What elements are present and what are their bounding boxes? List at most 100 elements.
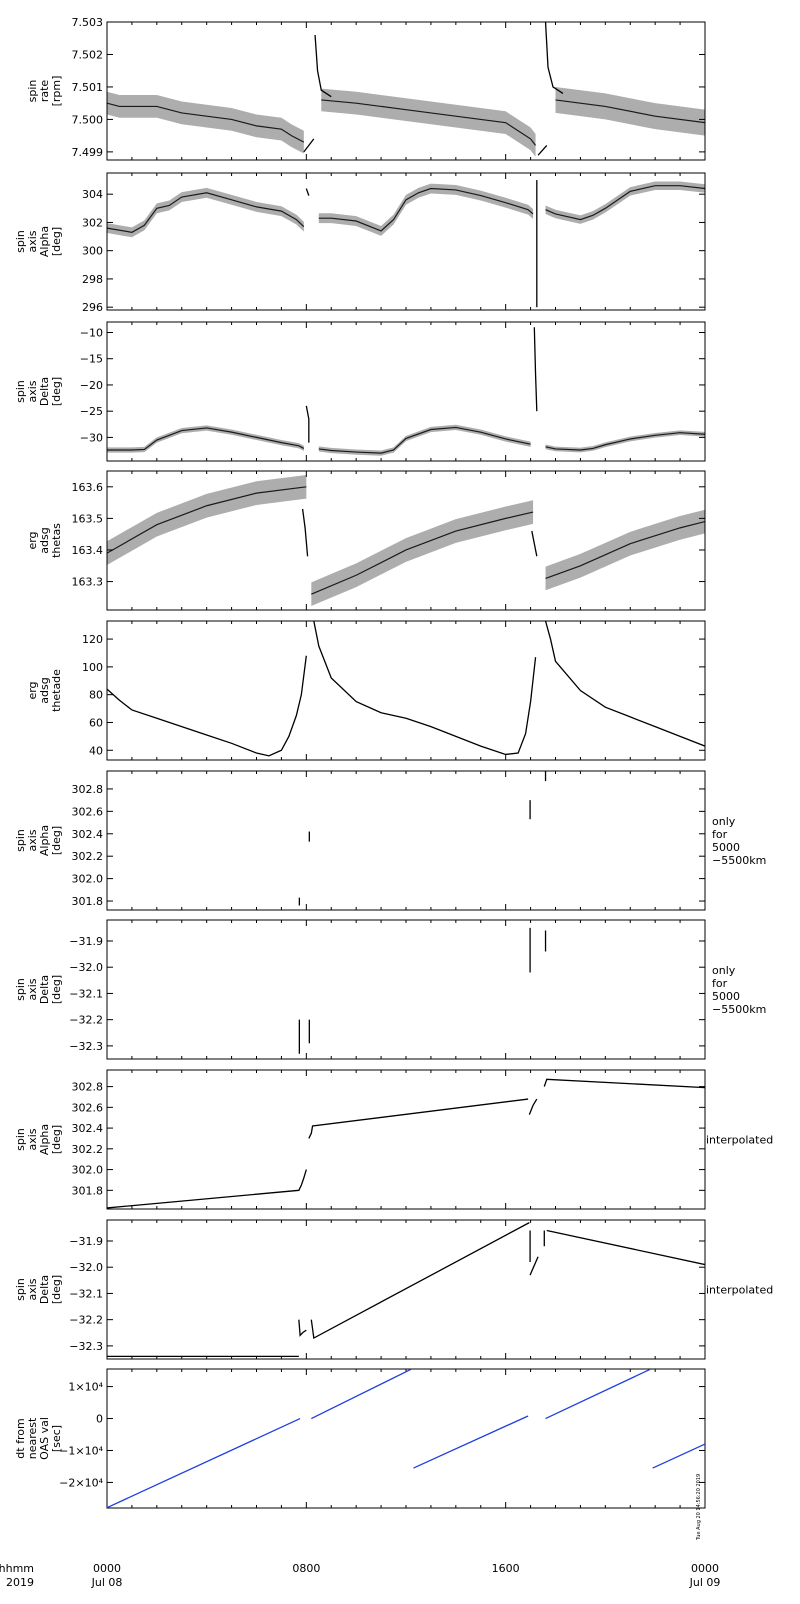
panel-note: −5500km <box>712 854 766 867</box>
y-tick-label: 163.6 <box>72 481 104 494</box>
panel-data <box>299 771 545 906</box>
panel-frame <box>107 22 705 160</box>
y-tick-label: 1×10⁴ <box>68 1381 103 1394</box>
y-tick-label: 296 <box>82 301 103 314</box>
panel-9: −32.3−32.2−32.1−32.0−31.9spin axis Delta [d… <box>14 1220 773 1359</box>
panel-data <box>107 180 705 307</box>
data-line-series-4 <box>544 1079 705 1087</box>
data-line-series-3 <box>311 1223 529 1338</box>
data-line-series-5 <box>538 145 547 155</box>
panel-note: for <box>712 828 728 841</box>
x-tick-label: 0800 <box>292 1562 320 1575</box>
y-axis-label: spin axis Delta [deg] <box>14 975 63 1004</box>
y-axis-label-line: [deg] <box>50 826 63 855</box>
y-tick-label: 120 <box>82 633 103 646</box>
y-tick-label: 302.2 <box>72 850 104 863</box>
y-axis-label: dt from nearest OAS val [sec] <box>14 1417 63 1460</box>
y-tick-label: −32.3 <box>69 1340 103 1353</box>
data-line-series-2 <box>303 509 308 556</box>
y-tick-label: 301.8 <box>72 1184 104 1197</box>
x-row-label-year: 2019 <box>6 1576 34 1589</box>
y-axis-label-line: [rpm] <box>50 76 63 107</box>
y-tick-label: 163.3 <box>72 576 104 589</box>
y-tick-label: 302.6 <box>72 1101 104 1114</box>
x-tick-label: 1600 <box>492 1562 520 1575</box>
data-line-series-1 <box>107 1170 306 1208</box>
y-axis-label-line: [deg] <box>50 1125 63 1154</box>
y-tick-label: −10 <box>80 326 103 339</box>
data-line-series-3 <box>546 621 705 746</box>
y-tick-label: −25 <box>80 405 103 418</box>
data-band-series-5 <box>546 510 705 591</box>
y-tick-label: 302.6 <box>72 805 104 818</box>
panel-data <box>107 1369 705 1507</box>
timestamp-label: Tue Aug 20 14:56:20 2019 <box>696 1474 702 1541</box>
data-line-series-3 <box>413 1416 528 1468</box>
panel-data <box>107 327 705 456</box>
y-tick-label: −15 <box>80 353 103 366</box>
panel-note: 5000 <box>712 990 740 1003</box>
panel-data <box>107 1079 705 1208</box>
data-line-series-2 <box>309 1099 528 1138</box>
y-tick-label: 60 <box>89 716 103 729</box>
data-band-series-3 <box>319 425 531 456</box>
data-line-series-1 <box>107 656 306 756</box>
y-tick-label: 302.4 <box>72 828 104 841</box>
data-band-series-1 <box>107 425 304 452</box>
x-row-label-time: hhmm <box>0 1562 34 1575</box>
panel-10: −2×10⁴ −1×10⁴ 0 1×10⁴ dt from nearest OAS val[… <box>14 1369 705 1508</box>
panel-2: 296 298 300 302 304 spin axis Alpha [deg] <box>14 173 705 314</box>
y-tick-label: 302.0 <box>72 1164 104 1177</box>
x-tick-date: Jul 08 <box>91 1576 123 1589</box>
panel-6: 301.8302.0302.2302.4302.6302.8spin axis Al… <box>14 771 766 910</box>
data-line-series-7 <box>547 1230 705 1264</box>
y-tick-label: 298 <box>82 273 103 286</box>
y-axis-label-line: thetade <box>50 669 63 712</box>
data-line-series-6 <box>546 22 563 93</box>
data-line-series-2 <box>306 406 308 443</box>
x-tick-label: 0000 <box>691 1562 719 1575</box>
y-tick-label: 7.503 <box>72 16 104 29</box>
y-tick-label: −2×10⁴ <box>59 1476 103 1489</box>
panel-8: 301.8302.0302.2302.4302.6302.8spin axis Al… <box>14 1070 773 1209</box>
y-tick-label: 302.2 <box>72 1143 104 1156</box>
data-line-series-3 <box>315 35 331 97</box>
panel-note: only <box>712 964 736 977</box>
data-band-series-1 <box>107 475 306 565</box>
y-axis-label: spin axis Alpha [deg] <box>14 226 63 257</box>
data-band-series-1 <box>107 92 304 154</box>
panel-frame <box>107 1369 705 1508</box>
y-tick-label: 304 <box>82 188 103 201</box>
y-tick-label: 80 <box>89 689 103 702</box>
data-line-series-4 <box>532 531 537 556</box>
panel-frame <box>107 771 705 910</box>
data-line-series-4 <box>534 327 536 411</box>
y-axis-label: spin axis Alpha [deg] <box>14 825 63 856</box>
y-tick-label: −32.1 <box>69 987 103 1000</box>
y-axis-label-line: [deg] <box>50 1275 63 1304</box>
panel-frame <box>107 920 705 1059</box>
panel-frame <box>107 1220 705 1359</box>
y-axis-label: spin rate [rpm] <box>26 76 63 107</box>
panel-data <box>299 928 545 1054</box>
y-tick-label: −1×10⁴ <box>59 1444 103 1457</box>
y-tick-label: 163.4 <box>72 544 104 557</box>
y-tick-label: 7.501 <box>72 81 104 94</box>
panel-data <box>107 22 705 157</box>
panel-note: interpolated <box>706 1134 773 1147</box>
panel-5: 406080100120erg adsg thetade <box>26 621 705 760</box>
y-tick-label: 302.0 <box>72 873 104 886</box>
data-line-series-2 <box>311 1369 411 1418</box>
panel-frame <box>107 621 705 760</box>
panel-note: for <box>712 977 728 990</box>
y-axis-label: spin axis Delta [deg] <box>14 1275 63 1304</box>
panel-frame <box>107 1070 705 1209</box>
panel-4: 163.3163.4163.5163.6erg adsg thetas <box>26 471 705 610</box>
y-axis-label-line: [deg] <box>50 227 63 256</box>
panel-note: only <box>712 815 736 828</box>
y-tick-label: −31.9 <box>69 1235 103 1248</box>
panel-note: 5000 <box>712 841 740 854</box>
x-tick-date: Jul 09 <box>689 1576 721 1589</box>
panel-data <box>107 621 705 756</box>
